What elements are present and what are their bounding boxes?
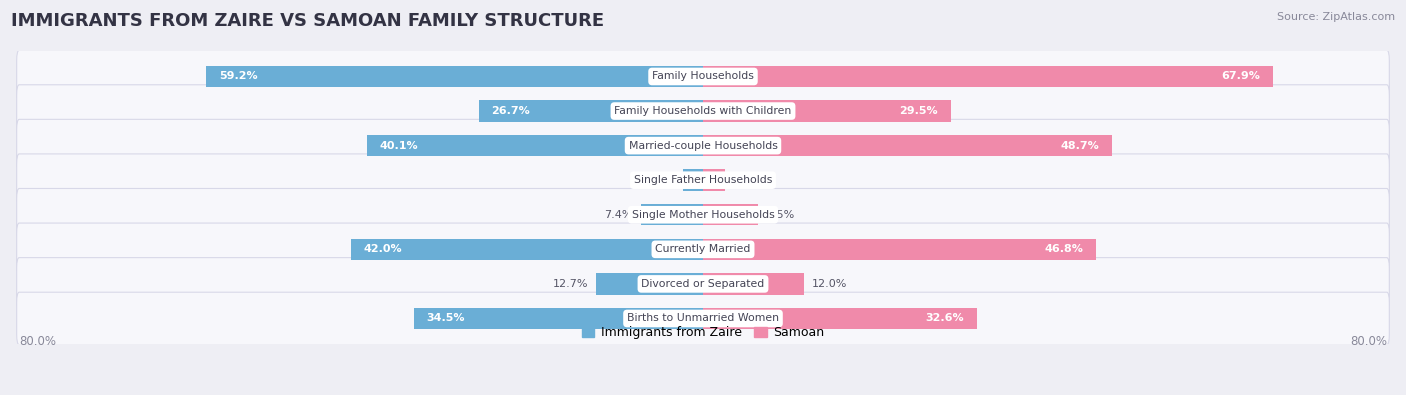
Text: 80.0%: 80.0% [20,335,56,348]
FancyBboxPatch shape [17,50,1389,103]
Legend: Immigrants from Zaire, Samoan: Immigrants from Zaire, Samoan [576,321,830,344]
Bar [703,169,725,191]
Text: Family Households: Family Households [652,71,754,81]
Bar [350,239,703,260]
Bar [703,273,804,295]
FancyBboxPatch shape [17,292,1389,345]
Bar [703,66,1272,87]
FancyBboxPatch shape [17,258,1389,310]
Text: 80.0%: 80.0% [1350,335,1386,348]
FancyBboxPatch shape [17,223,1389,276]
Text: 34.5%: 34.5% [426,314,464,324]
Text: Married-couple Households: Married-couple Households [628,141,778,150]
Bar [479,100,703,122]
Text: IMMIGRANTS FROM ZAIRE VS SAMOAN FAMILY STRUCTURE: IMMIGRANTS FROM ZAIRE VS SAMOAN FAMILY S… [11,12,605,30]
Bar [703,308,977,329]
Text: 67.9%: 67.9% [1222,71,1260,81]
Text: 29.5%: 29.5% [900,106,938,116]
Bar [703,135,1112,156]
FancyBboxPatch shape [17,188,1389,241]
Text: 7.4%: 7.4% [605,210,633,220]
FancyBboxPatch shape [17,85,1389,137]
Bar [413,308,703,329]
Text: 2.6%: 2.6% [733,175,762,185]
FancyBboxPatch shape [17,119,1389,172]
Text: Currently Married: Currently Married [655,245,751,254]
Text: 32.6%: 32.6% [925,314,965,324]
Text: Divorced or Separated: Divorced or Separated [641,279,765,289]
Bar [641,204,703,226]
Text: Family Households with Children: Family Households with Children [614,106,792,116]
Text: 48.7%: 48.7% [1060,141,1099,150]
Text: 12.7%: 12.7% [553,279,588,289]
Text: Births to Unmarried Women: Births to Unmarried Women [627,314,779,324]
Text: Source: ZipAtlas.com: Source: ZipAtlas.com [1277,12,1395,22]
Text: 12.0%: 12.0% [813,279,848,289]
Text: Single Father Households: Single Father Households [634,175,772,185]
Text: 46.8%: 46.8% [1045,245,1083,254]
Bar [596,273,703,295]
Text: 42.0%: 42.0% [363,245,402,254]
Text: 26.7%: 26.7% [492,106,530,116]
Bar [703,100,950,122]
Bar [703,239,1095,260]
Bar [207,66,703,87]
Text: Single Mother Households: Single Mother Households [631,210,775,220]
Text: 6.5%: 6.5% [766,210,794,220]
Text: 2.4%: 2.4% [645,175,675,185]
Text: 40.1%: 40.1% [380,141,418,150]
FancyBboxPatch shape [17,154,1389,207]
Bar [367,135,703,156]
Bar [683,169,703,191]
Text: 59.2%: 59.2% [219,71,257,81]
Bar [703,204,758,226]
